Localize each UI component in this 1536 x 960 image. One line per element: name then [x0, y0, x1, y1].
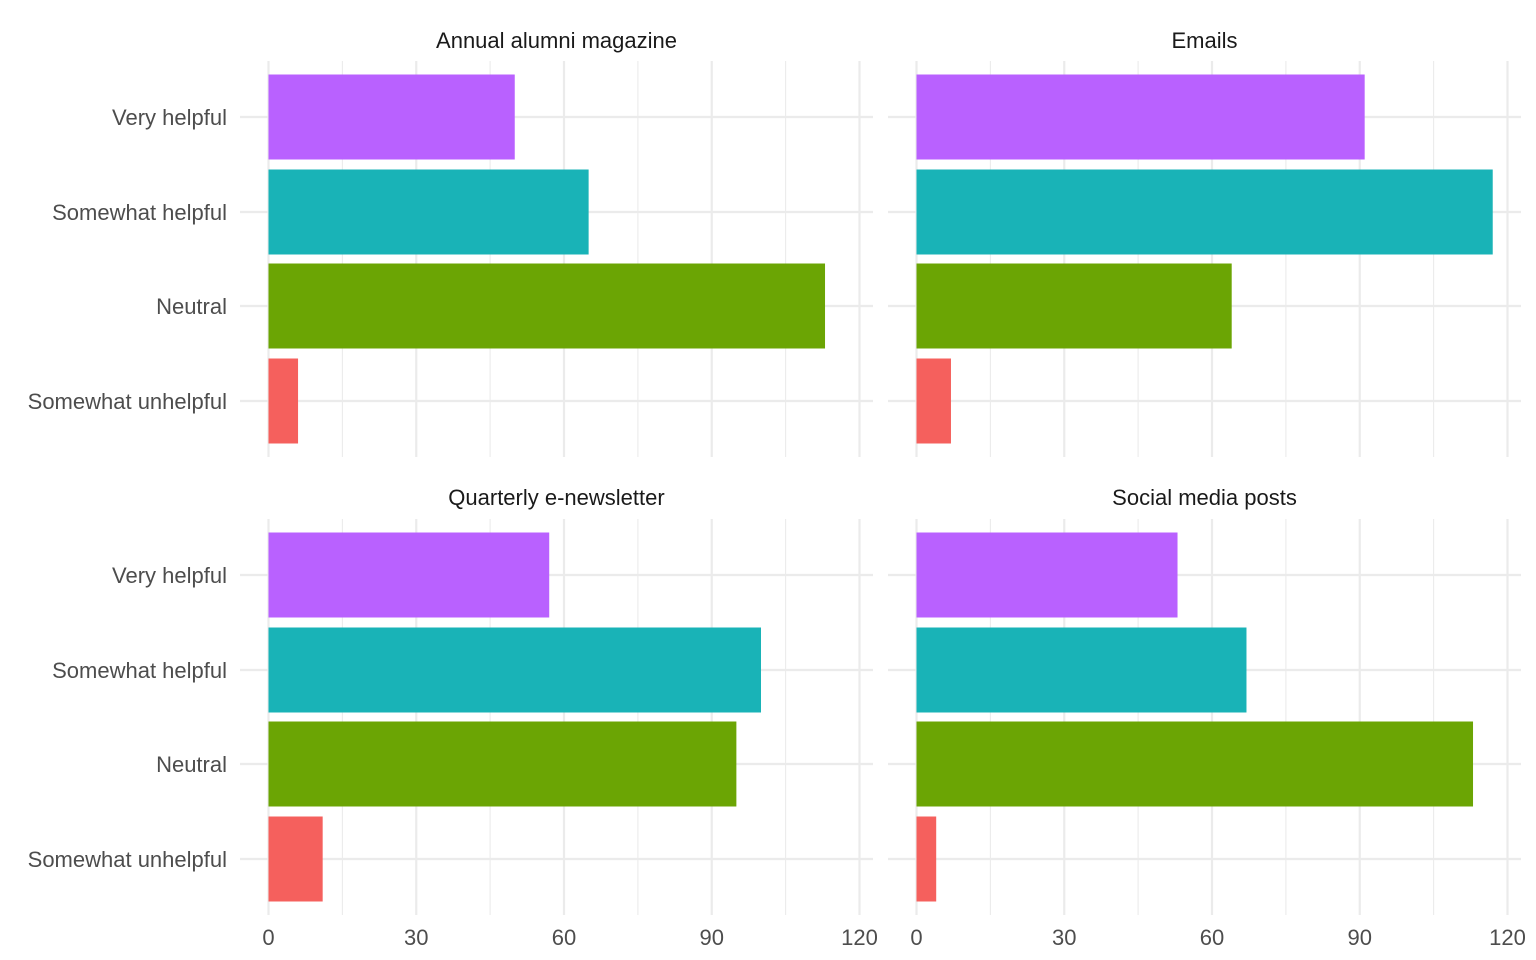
y-tick-label: Somewhat unhelpful	[28, 847, 227, 872]
bar-neutral	[916, 721, 1474, 807]
panel-annual-alumni-magazine: Annual alumni magazine Very helpful Somewh…	[28, 28, 873, 457]
bar-somewhat-helpful	[268, 169, 589, 255]
y-tick-label: Very helpful	[112, 105, 227, 130]
bar-neutral	[268, 721, 737, 807]
facet-title: Annual alumni magazine	[436, 28, 677, 53]
y-tick-label: Neutral	[156, 294, 227, 319]
y-tick-label: Somewhat unhelpful	[28, 389, 227, 414]
panel-emails: Emails	[888, 28, 1521, 457]
bar-neutral	[916, 263, 1232, 349]
x-tick-label: 90	[700, 925, 724, 950]
y-tick-label: Somewhat helpful	[52, 658, 227, 683]
facet-title: Quarterly e-newsletter	[448, 485, 664, 510]
panel-quarterly-e-newsletter: Quarterly e-newsletter Very helpful Somewh…	[28, 485, 878, 950]
x-tick-label: 0	[910, 925, 922, 950]
x-tick-label: 60	[552, 925, 576, 950]
x-tick-label: 0	[262, 925, 274, 950]
y-tick-label: Somewhat helpful	[52, 200, 227, 225]
x-tick-label: 30	[404, 925, 428, 950]
facet-title: Emails	[1171, 28, 1237, 53]
panel-social-media-posts: Social media posts 0 30 60 90 120	[888, 485, 1526, 950]
bar-somewhat-helpful	[268, 627, 761, 713]
y-tick-label: Neutral	[156, 752, 227, 777]
bar-somewhat-unhelpful	[916, 358, 951, 444]
bar-somewhat-helpful	[916, 169, 1493, 255]
x-tick-label: 120	[841, 925, 878, 950]
bar-somewhat-helpful	[916, 627, 1247, 713]
bar-very-helpful	[916, 74, 1365, 160]
bar-very-helpful	[268, 74, 515, 160]
bar-somewhat-unhelpful	[268, 358, 299, 444]
bar-very-helpful	[268, 532, 550, 618]
y-tick-label: Very helpful	[112, 563, 227, 588]
x-tick-label: 120	[1489, 925, 1526, 950]
bar-somewhat-unhelpful	[268, 816, 323, 902]
x-tick-label: 60	[1200, 925, 1224, 950]
bar-somewhat-unhelpful	[916, 816, 937, 902]
bar-neutral	[268, 263, 826, 349]
x-tick-label: 30	[1052, 925, 1076, 950]
facet-title: Social media posts	[1112, 485, 1297, 510]
x-tick-label: 90	[1348, 925, 1372, 950]
bar-very-helpful	[916, 532, 1178, 618]
